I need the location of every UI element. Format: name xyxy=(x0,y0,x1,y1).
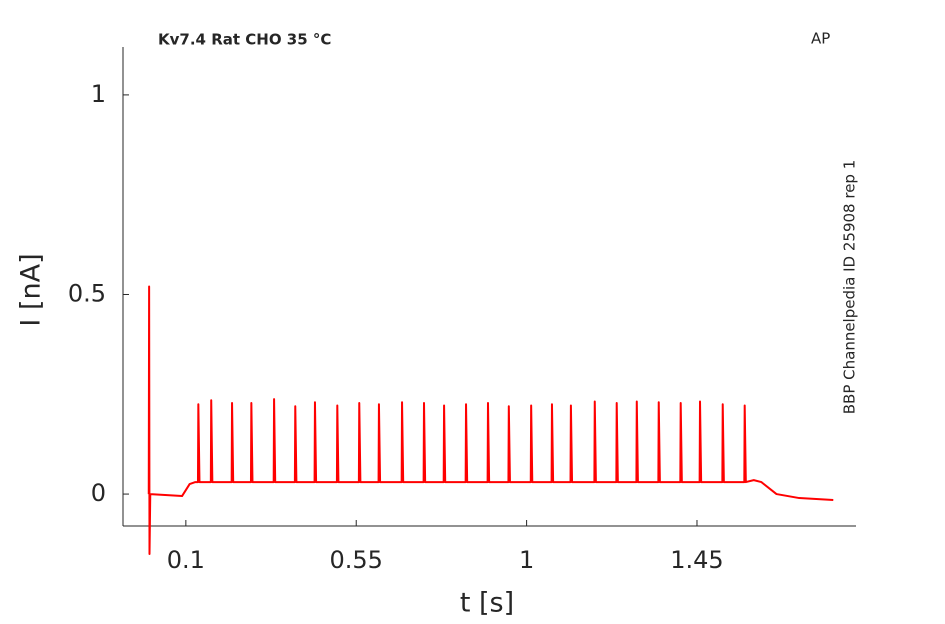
annotation: BBP Channelpedia ID 25908 rep 1 xyxy=(841,160,859,415)
y-tick-label: 1 xyxy=(91,80,106,108)
x-tick-label: 1 xyxy=(519,546,534,574)
annotation: AP xyxy=(811,30,830,48)
current-trace xyxy=(147,285,834,555)
x-tick-label: 0.55 xyxy=(330,546,383,574)
y-tick-label: 0 xyxy=(91,479,106,507)
x-tick-label: 0.1 xyxy=(167,546,205,574)
x-tick-label: 1.45 xyxy=(670,546,723,574)
chart-title: Kv7.4 Rat CHO 35 °C xyxy=(158,31,331,49)
y-axis-label: I [nA] xyxy=(16,253,47,326)
y-tick-label: 0.5 xyxy=(68,279,106,307)
x-axis-label: t [s] xyxy=(460,588,514,619)
